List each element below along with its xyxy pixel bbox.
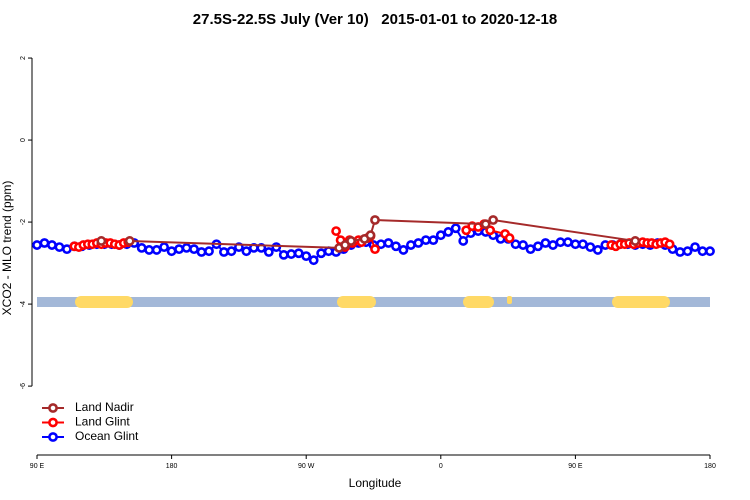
data-point <box>136 243 147 253</box>
data-point <box>370 244 380 255</box>
y-axis-label: XCO2 - MLO trend (ppm) <box>0 181 14 316</box>
data-point <box>705 246 715 257</box>
data-point <box>435 230 446 241</box>
data-point <box>518 240 528 250</box>
data-point <box>450 223 461 234</box>
y-tick-label: 2 <box>20 56 27 60</box>
x-tick-label: 180 <box>704 463 716 470</box>
data-point <box>585 242 596 252</box>
series <box>96 215 641 253</box>
x-tick-label: 180 <box>166 463 178 470</box>
land-area <box>337 296 376 308</box>
data-point <box>219 247 229 257</box>
data-point <box>480 219 491 230</box>
data-point <box>181 243 192 253</box>
data-point <box>151 245 162 255</box>
data-point <box>346 236 356 246</box>
legend-label: Ocean Glint <box>75 429 139 443</box>
data-point <box>682 246 693 257</box>
data-point <box>697 246 708 257</box>
data-point <box>196 247 207 257</box>
data-point <box>443 227 454 237</box>
data-point <box>32 240 42 250</box>
x-tick-label: 90 W <box>298 463 315 470</box>
data-point <box>690 242 700 252</box>
data-point <box>664 239 675 250</box>
data-point <box>548 240 558 250</box>
legend-marker <box>48 417 58 428</box>
data-point <box>323 246 334 257</box>
data-point <box>263 247 274 257</box>
data-point <box>226 246 237 257</box>
data-point <box>525 244 536 255</box>
data-point <box>413 238 424 248</box>
data-point <box>144 245 155 255</box>
data-point <box>331 226 342 236</box>
data-point <box>96 236 107 246</box>
data-point <box>458 236 469 246</box>
data-point <box>485 225 496 236</box>
data-point <box>428 235 439 246</box>
data-point <box>286 249 297 259</box>
data-point <box>278 249 289 260</box>
data-point <box>124 236 135 246</box>
y-tick-label: -6 <box>20 383 27 389</box>
data-point <box>316 248 327 259</box>
data-point <box>420 235 431 246</box>
land-area <box>75 296 133 308</box>
land-mask <box>37 296 710 308</box>
data-point <box>365 230 376 241</box>
data-point <box>510 239 521 250</box>
x-tick-label: 90 E <box>568 463 583 470</box>
data-point <box>488 215 499 225</box>
x-tick-label: 0 <box>439 463 443 470</box>
legend-marker <box>48 403 58 413</box>
data-point <box>54 242 65 252</box>
data-point <box>159 242 170 252</box>
legend-marker <box>48 432 58 442</box>
data-point <box>540 238 551 248</box>
data-point <box>301 251 312 262</box>
data-point <box>204 246 214 257</box>
data-point <box>62 244 72 255</box>
data-point <box>189 244 199 255</box>
data-point <box>39 238 50 248</box>
data-point <box>308 255 319 266</box>
x-axis-label: Longitude <box>349 476 402 490</box>
data-point <box>504 233 515 243</box>
land-area <box>507 296 512 304</box>
data-point <box>555 237 566 248</box>
x-tick-label: 90 E <box>30 463 45 470</box>
data-point <box>391 241 401 252</box>
data-point <box>592 245 603 255</box>
data-point <box>630 236 641 246</box>
land-area <box>612 296 670 308</box>
data-point <box>577 239 588 250</box>
data-point <box>533 241 543 252</box>
data-point <box>383 238 394 248</box>
land-area <box>463 296 494 308</box>
data-point <box>293 248 304 259</box>
legend-label: Land Nadir <box>75 400 134 414</box>
data-point <box>405 240 416 250</box>
data-point <box>398 245 409 255</box>
data-point <box>675 247 685 257</box>
data-point <box>47 240 57 250</box>
y-tick-label: -4 <box>20 301 27 307</box>
data-point <box>271 242 282 252</box>
data-point <box>166 246 177 257</box>
y-tick-label: -2 <box>20 219 27 225</box>
data-point <box>370 215 380 225</box>
data-point <box>241 246 252 257</box>
data-point <box>570 239 581 250</box>
y-tick-label: 0 <box>20 138 27 142</box>
data-point <box>174 244 184 255</box>
chart-title: 27.5S-22.5S July (Ver 10) 2015-01-01 to … <box>193 11 557 28</box>
legend-label: Land Glint <box>75 415 130 429</box>
data-point <box>563 237 573 248</box>
